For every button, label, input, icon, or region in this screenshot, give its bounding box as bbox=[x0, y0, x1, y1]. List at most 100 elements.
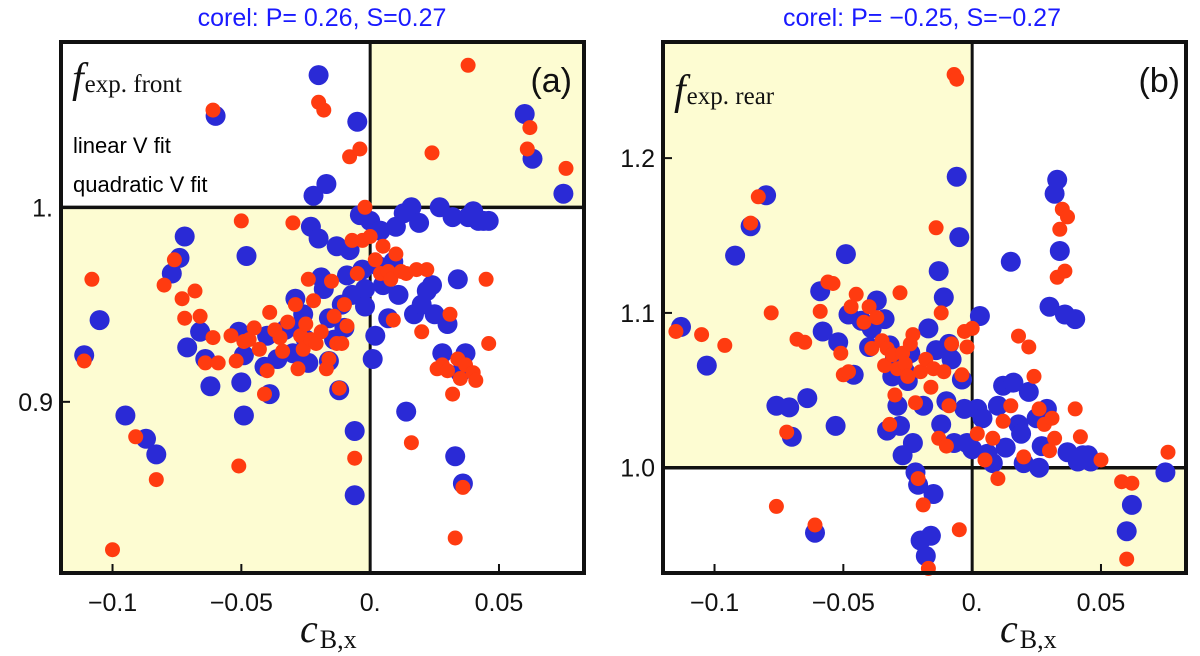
point-linear-fit bbox=[447, 269, 468, 290]
point-quadratic-fit bbox=[1021, 339, 1037, 355]
y-tick-label: 1.2 bbox=[620, 145, 655, 173]
point-linear-fit bbox=[89, 310, 110, 331]
point-quadratic-fit bbox=[768, 498, 784, 514]
series-layer-a bbox=[74, 57, 574, 558]
point-quadratic-fit bbox=[977, 452, 993, 468]
x-tick-label: −0.05 bbox=[210, 589, 273, 617]
point-quadratic-fit bbox=[812, 303, 828, 319]
point-quadratic-fit bbox=[892, 285, 908, 301]
point-quadratic-fit bbox=[352, 141, 368, 157]
point-linear-fit bbox=[779, 397, 800, 418]
panel-b: corel: P= −0.25, S=−0.27 −0.1 −0.05 0. 0.05… bbox=[620, 4, 1188, 654]
point-linear-fit bbox=[200, 376, 221, 397]
point-quadratic-fit bbox=[936, 364, 952, 380]
point-quadratic-fit bbox=[519, 141, 535, 157]
point-quadratic-fit bbox=[228, 353, 244, 369]
point-quadratic-fit bbox=[275, 343, 291, 359]
point-quadratic-fit bbox=[321, 351, 337, 367]
point-quadratic-fit bbox=[285, 215, 301, 231]
point-quadratic-fit bbox=[128, 429, 144, 445]
point-linear-fit bbox=[409, 212, 430, 233]
point-linear-fit bbox=[1011, 423, 1032, 444]
point-quadratic-fit bbox=[1031, 401, 1047, 417]
point-quadratic-fit bbox=[750, 189, 766, 205]
point-quadratic-fit bbox=[308, 336, 324, 351]
y-tick-label: 0.9 bbox=[18, 389, 53, 417]
point-linear-fit bbox=[928, 261, 949, 282]
point-quadratic-fit bbox=[280, 314, 296, 330]
point-linear-fit bbox=[696, 355, 717, 376]
x-axis-label-a: cB,x bbox=[300, 606, 357, 654]
point-linear-fit bbox=[388, 284, 409, 305]
point-linear-fit bbox=[231, 372, 252, 393]
point-quadratic-fit bbox=[897, 356, 913, 372]
point-linear-fit bbox=[514, 104, 535, 124]
series-quadratic-b bbox=[668, 67, 1176, 576]
point-linear-fit bbox=[355, 296, 375, 317]
point-quadratic-fit bbox=[347, 450, 363, 466]
point-quadratic-fit bbox=[455, 479, 471, 495]
point-linear-fit bbox=[445, 446, 466, 467]
x-tick-label: 0. bbox=[962, 589, 983, 617]
point-quadratic-fit bbox=[334, 336, 350, 351]
point-quadratic-fit bbox=[779, 424, 795, 440]
point-linear-fit bbox=[401, 197, 422, 218]
point-linear-fit bbox=[931, 414, 952, 435]
point-quadratic-fit bbox=[298, 316, 314, 332]
point-linear-fit bbox=[308, 228, 329, 249]
point-linear-fit bbox=[115, 405, 136, 426]
point-quadratic-fit bbox=[1026, 368, 1042, 384]
point-linear-fit bbox=[553, 183, 574, 204]
point-quadratic-fit bbox=[357, 199, 373, 215]
point-linear-fit bbox=[949, 227, 970, 248]
point-linear-fit bbox=[190, 321, 211, 342]
point-linear-fit bbox=[478, 210, 499, 231]
point-quadratic-fit bbox=[923, 379, 939, 395]
point-quadratic-fit bbox=[1072, 429, 1088, 445]
point-quadratic-fit bbox=[344, 232, 360, 248]
point-quadratic-fit bbox=[262, 304, 278, 320]
panel-label-a: (a) bbox=[530, 62, 572, 100]
chart-title-a: corel: P= 0.26, S=0.27 bbox=[198, 4, 447, 32]
x-tick-label: −0.05 bbox=[812, 589, 875, 617]
point-linear-fit bbox=[941, 349, 962, 370]
point-quadratic-fit bbox=[367, 252, 383, 268]
point-quadratic-fit bbox=[558, 160, 574, 176]
point-linear-fit bbox=[146, 444, 167, 465]
point-quadratic-fit bbox=[336, 297, 352, 313]
point-quadratic-fit bbox=[856, 314, 872, 330]
point-linear-fit bbox=[923, 484, 944, 504]
point-quadratic-fit bbox=[1093, 452, 1109, 468]
point-quadratic-fit bbox=[388, 246, 404, 262]
series-layer-b bbox=[668, 67, 1176, 576]
x-tick-label: 0. bbox=[360, 589, 381, 617]
point-linear-fit bbox=[316, 174, 337, 194]
reference-lines-b bbox=[663, 42, 1186, 573]
point-quadratic-fit bbox=[1057, 263, 1073, 279]
point-quadratic-fit bbox=[877, 358, 893, 374]
point-linear-fit bbox=[432, 343, 453, 364]
point-quadratic-fit bbox=[300, 271, 316, 287]
point-linear-fit bbox=[1047, 169, 1068, 190]
point-linear-fit bbox=[825, 415, 846, 436]
point-quadratic-fit bbox=[385, 312, 401, 328]
x-tick-label: −0.1 bbox=[88, 589, 137, 617]
point-quadratic-fit bbox=[324, 273, 339, 289]
point-quadratic-fit bbox=[419, 262, 435, 278]
shaded-quadrants-a bbox=[61, 42, 584, 574]
point-linear-fit bbox=[915, 546, 936, 566]
series-quadratic-a bbox=[76, 57, 574, 558]
point-linear-fit bbox=[972, 408, 993, 429]
point-quadratic-fit bbox=[1016, 449, 1032, 465]
point-quadratic-fit bbox=[105, 542, 120, 558]
point-quadratic-fit bbox=[887, 387, 903, 403]
point-quadratic-fit bbox=[481, 336, 497, 351]
point-linear-fit bbox=[233, 405, 254, 426]
point-linear-fit bbox=[835, 244, 856, 265]
point-quadratic-fit bbox=[339, 318, 355, 334]
point-quadratic-fit bbox=[166, 252, 182, 268]
point-linear-fit bbox=[308, 65, 329, 86]
panel-a: corel: P= 0.26, S=0.27 −0.1 −0.05 0. 0.05 0.… bbox=[18, 4, 586, 654]
point-linear-fit bbox=[442, 207, 463, 228]
